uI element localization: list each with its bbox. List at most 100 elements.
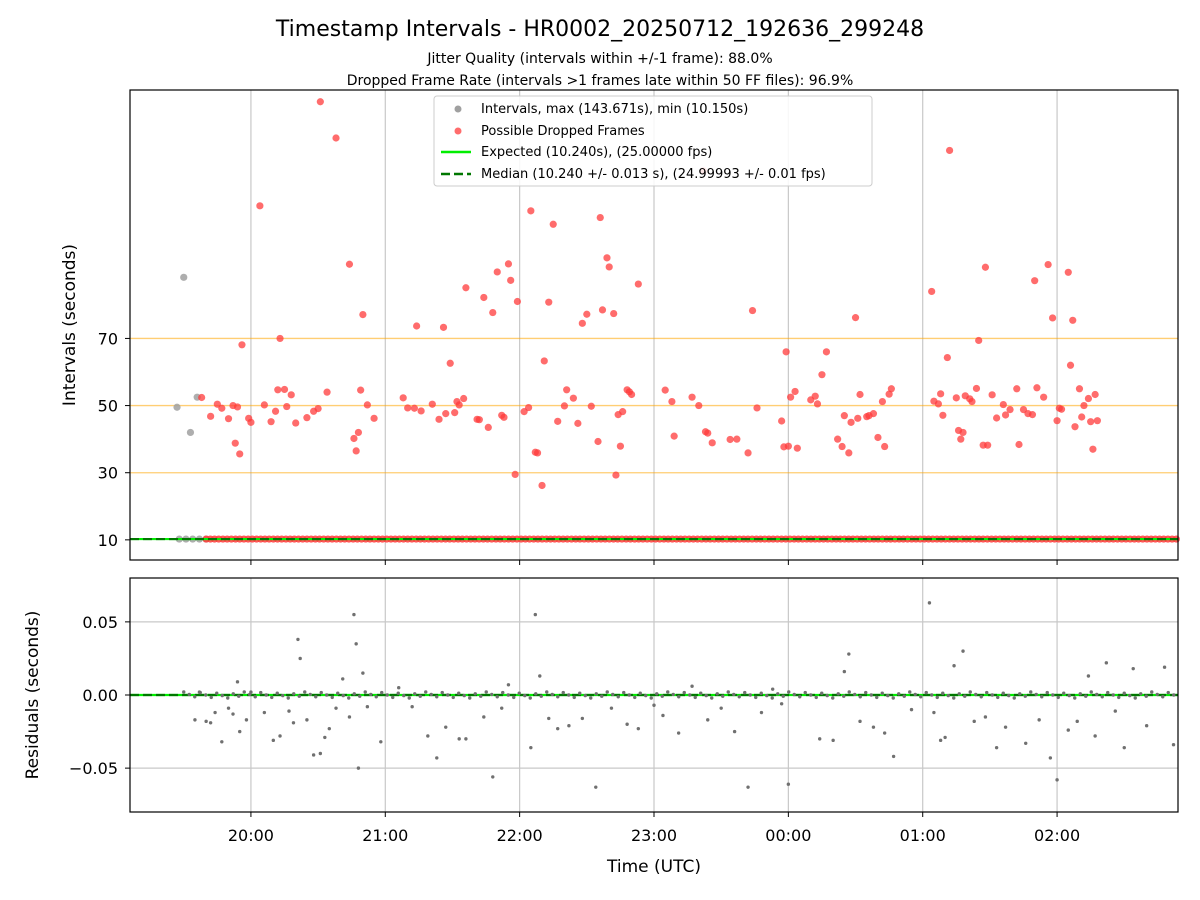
dropped-frame-point bbox=[782, 348, 790, 356]
residual-point bbox=[187, 692, 191, 697]
residual-point bbox=[473, 692, 477, 696]
x-tick-label: 20:00 bbox=[228, 826, 274, 845]
residual-point bbox=[1172, 693, 1176, 697]
residual-point bbox=[231, 712, 235, 716]
dropped-frame-point bbox=[292, 419, 300, 427]
residual-point bbox=[482, 715, 486, 719]
residual-point bbox=[1078, 692, 1082, 696]
residual-point bbox=[1117, 695, 1121, 700]
residual-point bbox=[533, 612, 538, 617]
dropped-frame-point bbox=[610, 309, 618, 318]
residual-point bbox=[858, 695, 862, 699]
residual-point bbox=[491, 775, 495, 779]
residual-point bbox=[1133, 696, 1137, 700]
residual-point bbox=[352, 612, 356, 617]
residual-point bbox=[908, 690, 912, 694]
residual-point bbox=[275, 691, 279, 695]
dropped-frame-point bbox=[887, 385, 895, 393]
residual-point bbox=[578, 691, 582, 695]
dropped-frame-point bbox=[881, 442, 889, 451]
legend: Intervals, max (143.671s), min (10.150s)… bbox=[433, 95, 873, 187]
dropped-frame-point bbox=[988, 391, 996, 399]
residual-point bbox=[318, 751, 323, 756]
residual-point bbox=[539, 694, 543, 698]
dropped-frame-point bbox=[838, 442, 846, 451]
residual-point bbox=[208, 721, 213, 725]
dropped-frame-point bbox=[1064, 268, 1072, 276]
x-tick-label: 21:00 bbox=[362, 826, 408, 845]
residual-point bbox=[204, 693, 208, 697]
residual-point bbox=[847, 690, 851, 694]
dropped-frame-point bbox=[451, 409, 459, 417]
residual-point bbox=[1150, 690, 1154, 694]
residual-point bbox=[792, 692, 796, 697]
residual-point bbox=[625, 722, 629, 726]
intervals-y-tick-label: 10 bbox=[98, 531, 118, 550]
residual-point bbox=[303, 690, 307, 694]
residual-point bbox=[638, 691, 642, 695]
residual-point bbox=[979, 695, 983, 699]
dropped-frame-point bbox=[460, 394, 468, 403]
dropped-frame-point bbox=[1087, 418, 1095, 426]
residual-point bbox=[556, 726, 560, 731]
residual-point bbox=[451, 695, 455, 700]
residual-point bbox=[231, 692, 235, 696]
residual-point bbox=[1155, 692, 1159, 697]
residual-point bbox=[1139, 692, 1143, 696]
chart-subtitle-dropped: Dropped Frame Rate (intervals >1 frames … bbox=[347, 73, 854, 89]
residual-point bbox=[1111, 693, 1115, 697]
residual-point bbox=[397, 685, 401, 690]
residual-point bbox=[798, 695, 802, 699]
residual-point bbox=[369, 692, 373, 697]
residual-point bbox=[831, 696, 835, 700]
residual-point bbox=[380, 690, 384, 695]
residual-point bbox=[924, 690, 928, 695]
residual-point bbox=[238, 729, 242, 734]
dropped-frame-point bbox=[840, 412, 848, 420]
dropped-frame-point bbox=[218, 404, 226, 412]
dropped-frame-point bbox=[417, 407, 425, 415]
dropped-frame-point bbox=[359, 310, 367, 319]
residual-point bbox=[776, 692, 780, 696]
intervals-panel: 10 30 50 70 Intervals (seconds) Intervals, … bbox=[60, 89, 1180, 565]
residual-point bbox=[1062, 691, 1066, 695]
residual-point bbox=[506, 683, 511, 687]
residual-point bbox=[809, 693, 813, 697]
residual-point bbox=[1056, 695, 1060, 700]
residual-point bbox=[779, 702, 784, 706]
residual-point bbox=[611, 692, 615, 697]
dropped-frame-point bbox=[1080, 401, 1088, 410]
residual-point bbox=[550, 692, 554, 697]
residuals-y-tick-label: −0.05 bbox=[69, 759, 118, 778]
residual-point bbox=[457, 737, 461, 741]
dropped-frame-point bbox=[489, 308, 497, 317]
legend-intervals-label: Intervals, max (143.671s), min (10.150s) bbox=[481, 102, 748, 117]
residual-point bbox=[572, 695, 576, 700]
dropped-frame-point bbox=[224, 415, 233, 423]
residual-point bbox=[935, 695, 939, 700]
residual-point bbox=[495, 695, 499, 699]
x-tick-label: 01:00 bbox=[900, 826, 946, 845]
residual-point bbox=[715, 692, 719, 696]
residual-point bbox=[556, 695, 560, 699]
residual-point bbox=[1075, 719, 1079, 724]
residual-point bbox=[365, 705, 370, 709]
residual-point bbox=[215, 691, 219, 695]
residual-point bbox=[1001, 691, 1005, 695]
residual-point bbox=[1003, 725, 1008, 729]
dropped-frame-point bbox=[428, 400, 436, 408]
residual-point bbox=[1122, 745, 1126, 750]
residual-point bbox=[336, 691, 340, 695]
dropped-frame-point bbox=[1069, 316, 1077, 324]
dropped-frame-point bbox=[748, 306, 757, 315]
dropped-frame-point bbox=[791, 387, 799, 396]
dropped-frame-point bbox=[527, 207, 535, 215]
residual-point bbox=[943, 735, 947, 740]
residual-point bbox=[847, 652, 851, 656]
residual-point bbox=[594, 692, 598, 696]
residual-point bbox=[296, 637, 300, 642]
legend-median-label: Median (10.240 +/- 0.013 s), (24.99993 +… bbox=[481, 167, 826, 182]
dropped-frame-point bbox=[350, 434, 358, 443]
residual-point bbox=[1100, 695, 1104, 699]
residual-point bbox=[880, 691, 884, 695]
